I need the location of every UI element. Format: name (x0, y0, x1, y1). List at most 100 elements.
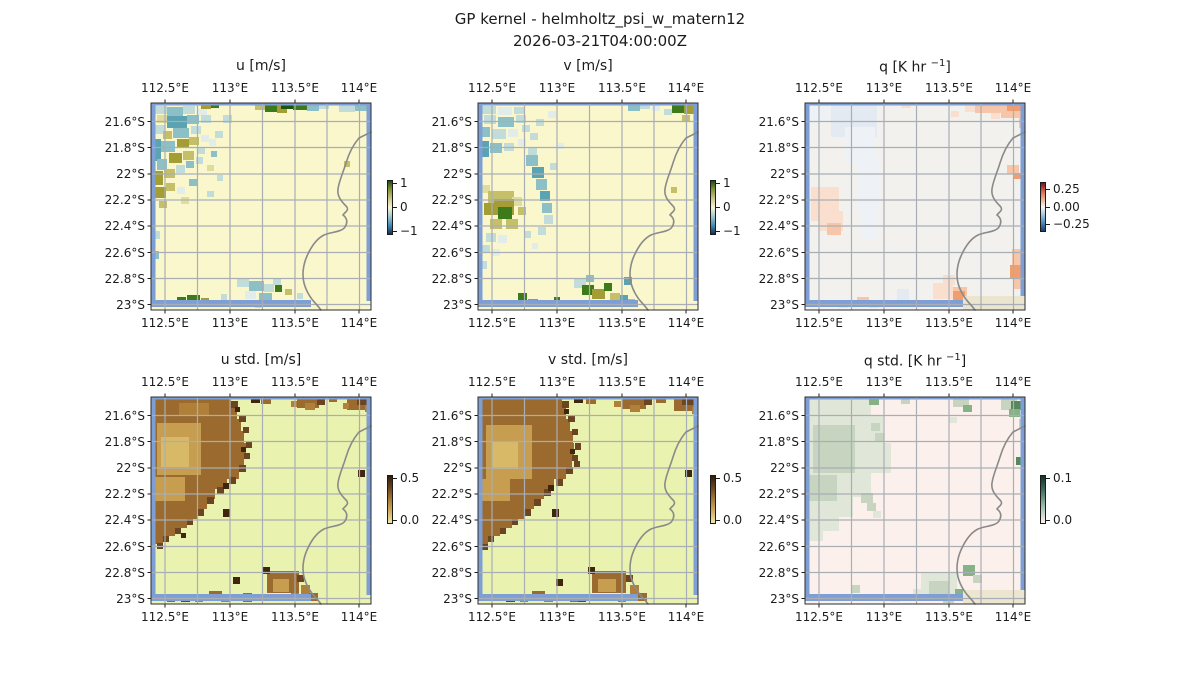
heatmap-patch (261, 397, 271, 404)
heatmap-patch (598, 579, 616, 592)
y-tick-label: 22.6°S (758, 539, 799, 554)
heatmap-patch (656, 397, 666, 403)
heatmap-patch (949, 417, 957, 423)
x-tick-label-bottom: 113°E (538, 316, 576, 330)
heatmap-patch (518, 293, 527, 301)
heatmap-patch (548, 485, 554, 491)
heatmap-patch (582, 285, 594, 295)
heatmap-patch (805, 397, 871, 415)
heatmap-patch (155, 187, 166, 198)
x-tick-label-bottom: 113.5°E (271, 316, 319, 330)
heatmap-patch (566, 467, 573, 474)
heatmap-patch (628, 103, 640, 111)
heatmap-patch (574, 279, 586, 288)
ocean-edge-strip (1020, 397, 1025, 595)
x-tick-label-bottom: 112.5°E (468, 610, 516, 624)
x-tick-label-top: 113.5°E (271, 81, 319, 95)
map-border (804, 102, 1026, 311)
heatmap-patch (263, 567, 270, 574)
heatmap-patch (478, 499, 534, 509)
heatmap-patch (564, 409, 569, 414)
x-tick-label-top: 113°E (865, 81, 903, 95)
heatmap-patch (626, 575, 633, 582)
heatmap-patch (484, 115, 496, 124)
ocean-edge-strip (151, 300, 311, 307)
heatmap-patch (177, 187, 185, 194)
heatmap-patch (827, 223, 841, 235)
heatmap-patch (540, 191, 550, 201)
x-tick-label-bottom: 114°E (994, 610, 1032, 624)
heatmap-patch (490, 219, 502, 229)
heatmap-patch (929, 581, 949, 596)
subplot-title-v_std: v std. [m/s] (548, 352, 628, 368)
colorbar-tick-mark (716, 520, 720, 521)
x-tick-label-bottom: 113°E (865, 610, 903, 624)
y-tick-label: 22.6°S (431, 539, 472, 554)
heatmap-patch (526, 155, 538, 166)
x-tick-label-bottom: 112.5°E (795, 610, 843, 624)
heatmap-patch (532, 243, 538, 249)
heatmap-patch (154, 171, 163, 185)
x-tick-label-bottom: 113°E (211, 610, 249, 624)
heatmap-patch (482, 106, 496, 114)
title-superscript: −1 (930, 58, 946, 69)
ocean-edge-strip (478, 300, 638, 307)
x-tick-label-top: 113°E (211, 375, 249, 389)
y-tick-label: 21.6°S (431, 114, 472, 129)
heatmap-patch (207, 191, 214, 197)
heatmap-patch (542, 203, 552, 213)
x-tick-label-bottom: 113°E (538, 610, 576, 624)
x-tick-label-top: 112.5°E (468, 375, 516, 389)
heatmap-patch (155, 106, 167, 114)
heatmap-patch (209, 139, 216, 146)
colorbar-tick-label: −1 (400, 224, 418, 238)
map-base (805, 103, 1025, 310)
coastline (629, 425, 699, 605)
figure-title-line2: 2026-03-21T04:00:00Z (513, 32, 687, 50)
heatmap-patch (319, 103, 329, 109)
x-tick-label-bottom: 114°E (667, 610, 705, 624)
colorbar-tick-label: 0.25 (1053, 182, 1080, 196)
subplot-title-v: v [m/s] (563, 58, 613, 74)
x-tick-label-bottom: 112.5°E (141, 610, 189, 624)
heatmap-patch (805, 531, 823, 541)
ocean-edge-strip (805, 300, 965, 307)
x-tick-label-top: 113.5°E (271, 375, 319, 389)
heatmap-patch (197, 509, 204, 516)
heatmap-patch (528, 147, 537, 155)
x-tick-label-top: 112.5°E (795, 375, 843, 389)
gridlines (805, 103, 1025, 310)
y-tick-label: 22.4°S (104, 219, 145, 233)
y-tick-label: 21.8°S (431, 140, 472, 155)
x-tick-label-bottom: 114°E (340, 610, 378, 624)
coastline (302, 131, 372, 311)
heatmap-patch (568, 415, 575, 422)
subplot-u: u [m/s] 112.5°E 112.5°E 113°E 113°E 113.5°E 11… (105, 58, 378, 330)
y-tick-label: 22.8°S (431, 271, 472, 286)
heatmap-patch (630, 585, 639, 594)
colorbar-tick-label: 0 (400, 200, 408, 214)
heatmap-patch (684, 105, 694, 114)
heatmap-patch (538, 227, 546, 235)
x-tick-label-top: 113.5°E (925, 375, 973, 389)
heatmap-patch (223, 483, 229, 489)
heatmap-patch (522, 125, 530, 132)
colorbar-tick-label: 1 (723, 176, 731, 190)
heatmap-patch (672, 103, 684, 113)
subplot-v: v [m/s] 112.5°E 112.5°E 113°E 113°E 113.5°E 11… (432, 58, 705, 330)
ocean-edge-strip (366, 103, 371, 301)
ocean-edge-strip (805, 594, 965, 601)
heatmap-patch (516, 115, 526, 123)
heatmap-patch (189, 179, 197, 186)
x-tick-label-bottom: 113.5°E (598, 316, 646, 330)
heatmap-patch (482, 185, 490, 193)
heatmap-patch (229, 477, 236, 484)
heatmap-patch (536, 119, 544, 126)
y-tick-label: 22°S (116, 167, 145, 181)
ocean-edge-strip (478, 103, 698, 106)
heatmap-patch (235, 407, 240, 412)
heatmap-patch (592, 289, 605, 299)
ocean-edge-strip (693, 103, 698, 301)
x-tick-label-top: 112.5°E (141, 81, 189, 95)
heatmap-patch (1013, 173, 1021, 179)
